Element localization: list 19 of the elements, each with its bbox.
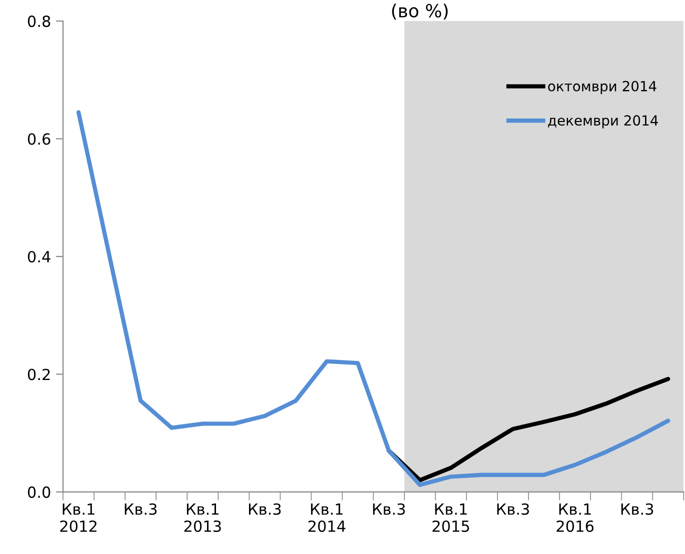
x-tick-label: Кв.1 2016	[556, 504, 594, 532]
y-tick-label: 0.6	[28, 133, 50, 145]
x-tick-label: Кв.3	[373, 503, 405, 515]
y-tick-label: 0.2	[28, 368, 50, 380]
x-tick-label: Кв.1 2014	[308, 504, 346, 532]
x-tick-label: Кв.1 2012	[60, 504, 96, 532]
x-tick-label: Кв.1 2015	[432, 504, 470, 532]
legend-label: октомври 2014	[548, 80, 656, 94]
chart-title: (во %)	[392, 4, 448, 20]
x-tick-label: Кв.1 2013	[184, 504, 221, 532]
y-tick-label: 0.0	[28, 486, 50, 498]
line-series	[76, 110, 670, 487]
y-tick-label: 0.4	[28, 250, 50, 263]
x-tick-label: Кв.3	[621, 503, 654, 515]
x-tick-label: Кв.3	[249, 503, 281, 515]
x-tick-label: Кв.3	[124, 503, 157, 515]
legend-label: декември 2014	[548, 115, 658, 128]
y-tick-label: 0.8	[28, 16, 50, 28]
x-tick-label: Кв.3	[497, 503, 529, 515]
